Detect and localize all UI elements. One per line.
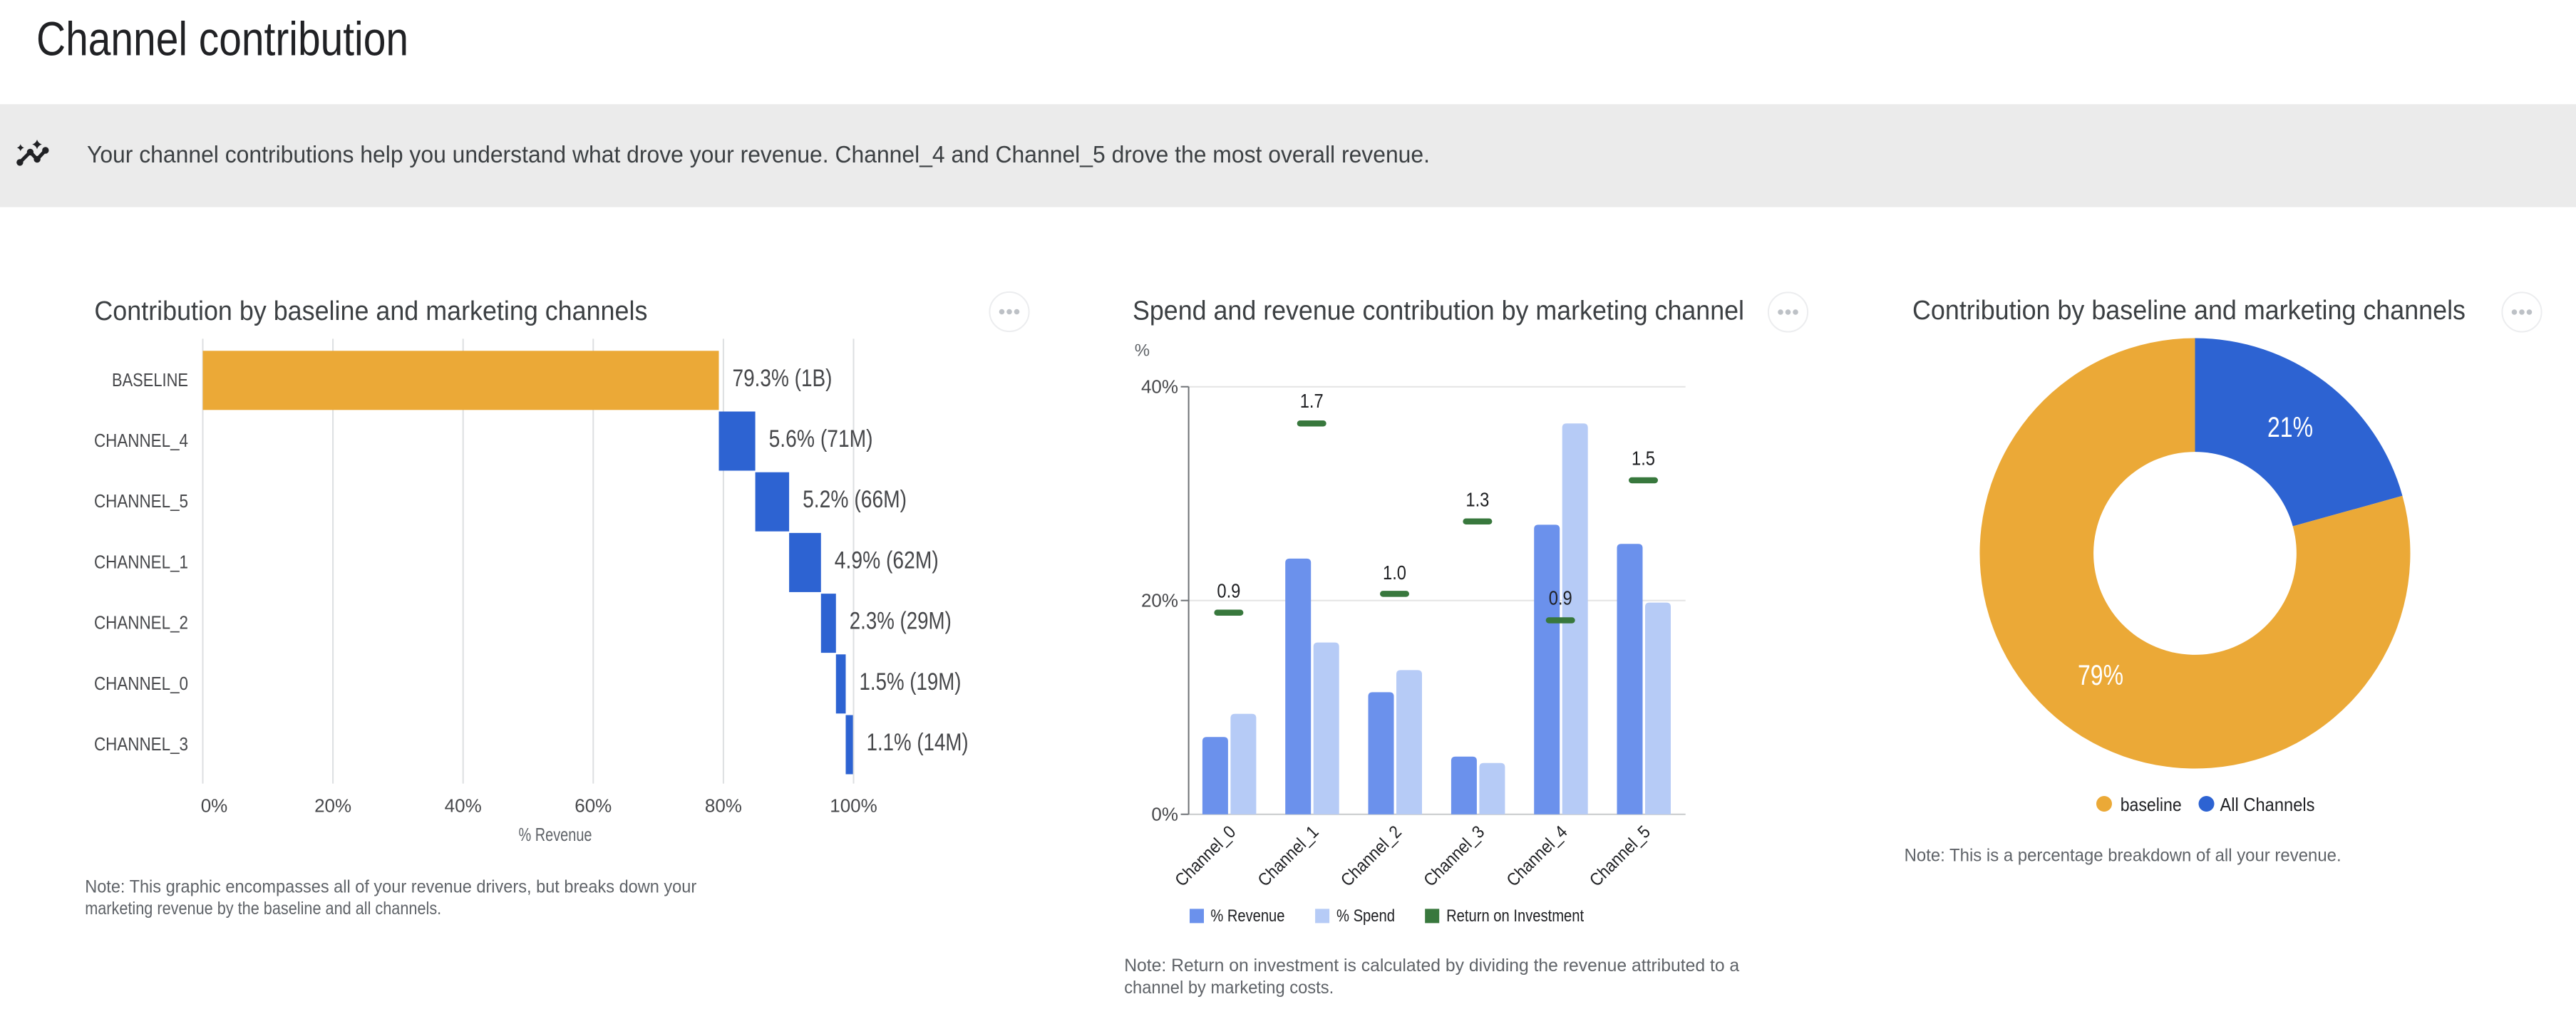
svg-text:Contribution by baseline and m: Contribution by baseline and marketing c…: [94, 296, 647, 326]
svg-text:1.3: 1.3: [1465, 489, 1489, 511]
svg-text:Note: This graphic encompasses: Note: This graphic encompasses all of yo…: [85, 876, 696, 896]
svg-text:2.3% (29M): 2.3% (29M): [850, 608, 952, 635]
svg-text:79.3% (1B): 79.3% (1B): [733, 365, 833, 392]
svg-text:60%: 60%: [575, 795, 612, 817]
svg-text:All Channels: All Channels: [2220, 794, 2315, 815]
svg-text:21%: 21%: [2267, 412, 2313, 443]
svg-text:marketing revenue by the basel: marketing revenue by the baseline and al…: [85, 899, 441, 919]
svg-text:0%: 0%: [1151, 804, 1178, 825]
svg-text:Note: This is a percentage bre: Note: This is a percentage breakdown of …: [1905, 846, 2341, 866]
svg-text:CHANNEL_1: CHANNEL_1: [94, 551, 188, 572]
svg-text:Your channel contributions hel: Your channel contributions help you unde…: [87, 141, 1430, 167]
svg-text:1.7: 1.7: [1300, 390, 1324, 412]
svg-text:%: %: [1135, 341, 1150, 361]
svg-text:baseline: baseline: [2121, 794, 2182, 815]
svg-text:1.5% (19M): 1.5% (19M): [860, 668, 962, 695]
svg-text:1.1% (14M): 1.1% (14M): [867, 729, 969, 756]
svg-text:Channel contribution: Channel contribution: [36, 12, 408, 66]
svg-text:5.2% (66M): 5.2% (66M): [803, 486, 907, 513]
svg-text:1.0: 1.0: [1383, 562, 1406, 584]
svg-text:20%: 20%: [314, 795, 351, 817]
svg-text:% Spend: % Spend: [1336, 906, 1395, 926]
svg-text:5.6% (71M): 5.6% (71M): [769, 425, 873, 452]
svg-text:Spend and revenue contribution: Spend and revenue contribution by market…: [1133, 296, 1744, 326]
svg-text:0.9: 0.9: [1217, 580, 1240, 602]
svg-text:79%: 79%: [2078, 660, 2123, 691]
svg-text:20%: 20%: [1141, 590, 1178, 611]
svg-text:CHANNEL_5: CHANNEL_5: [94, 490, 188, 512]
svg-text:40%: 40%: [1141, 376, 1178, 398]
svg-text:CHANNEL_3: CHANNEL_3: [94, 733, 188, 755]
svg-text:CHANNEL_4: CHANNEL_4: [94, 430, 188, 451]
svg-text:BASELINE: BASELINE: [112, 369, 188, 391]
svg-text:0%: 0%: [201, 795, 228, 817]
svg-text:% Revenue: % Revenue: [1210, 906, 1284, 926]
svg-text:0.9: 0.9: [1549, 587, 1572, 609]
svg-text:Contribution by baseline and m: Contribution by baseline and marketing c…: [1912, 296, 2466, 326]
svg-text:channel by marketing costs.: channel by marketing costs.: [1124, 978, 1334, 998]
svg-text:4.9% (62M): 4.9% (62M): [835, 547, 939, 574]
svg-text:100%: 100%: [830, 795, 877, 817]
svg-text:80%: 80%: [705, 795, 742, 817]
svg-text:40%: 40%: [445, 795, 482, 817]
svg-text:% Revenue: % Revenue: [519, 824, 592, 845]
svg-text:CHANNEL_2: CHANNEL_2: [94, 612, 188, 633]
svg-text:Return on Investment: Return on Investment: [1446, 906, 1584, 926]
svg-text:CHANNEL_0: CHANNEL_0: [94, 673, 188, 694]
svg-text:Note: Return on investment is: Note: Return on investment is calculated…: [1124, 956, 1739, 976]
svg-text:1.5: 1.5: [1632, 447, 1655, 469]
